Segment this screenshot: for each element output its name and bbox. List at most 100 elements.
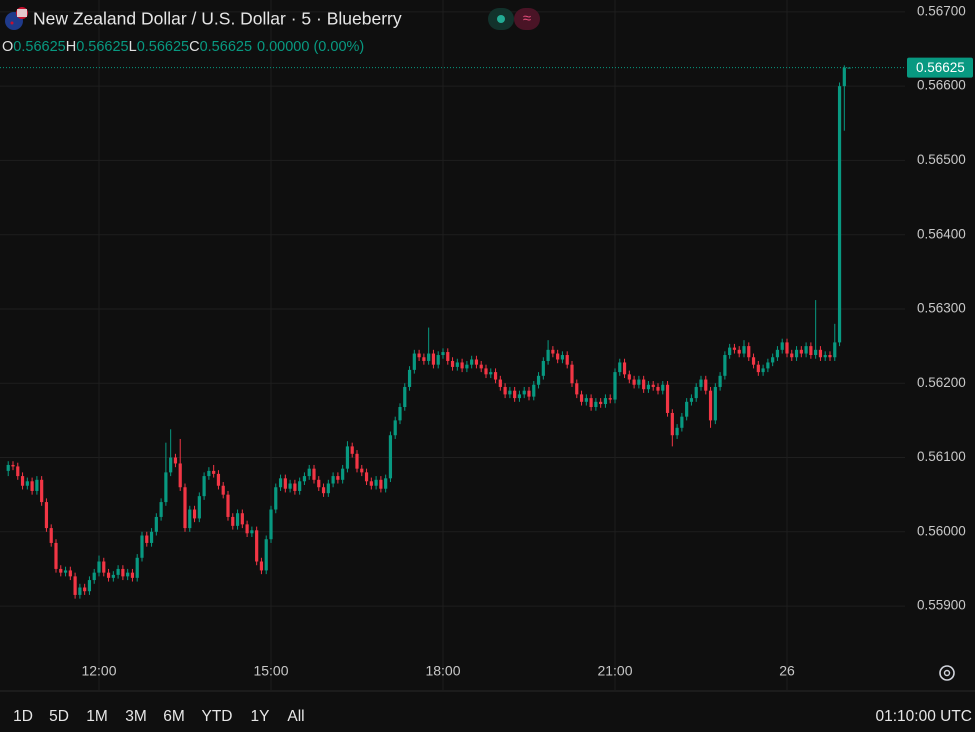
- candle-body: [345, 446, 350, 469]
- range-button[interactable]: 1Y: [251, 708, 270, 725]
- candle-body: [283, 478, 287, 489]
- range-toolbar: 1D 5D 1M 3M 6M YTD 1Y All: [13, 708, 305, 725]
- status-pills[interactable]: ≈: [488, 8, 540, 30]
- y-tick-label: 0.56700: [917, 3, 966, 18]
- candle-body: [517, 394, 522, 399]
- candle-body: [384, 478, 388, 489]
- candle-body: [584, 398, 588, 402]
- candle-body: [637, 379, 641, 385]
- candle-body: [59, 568, 63, 573]
- candle-body: [694, 386, 698, 399]
- candle-body: [331, 476, 335, 484]
- candle-body: [16, 466, 20, 477]
- ohlc-readout: O0.56625H0.56625L0.56625C0.56625 0.00000 …: [2, 39, 364, 55]
- candle-body: [622, 362, 627, 375]
- candle-body: [665, 384, 670, 413]
- candle-body: [192, 509, 197, 519]
- candle-body: [704, 379, 708, 391]
- candle-body: [73, 576, 77, 595]
- settings-icon[interactable]: [939, 665, 955, 681]
- candle-body: [493, 372, 498, 380]
- candle-body: [379, 479, 383, 489]
- candle-body: [326, 483, 330, 494]
- candle-body: [412, 353, 416, 370]
- candle-body: [393, 420, 397, 436]
- candle-body: [212, 470, 216, 474]
- candle-body: [766, 362, 770, 369]
- candle-body: [742, 346, 746, 354]
- candle-body: [527, 390, 531, 397]
- candle-body: [126, 572, 130, 577]
- quote-value: 0.56625: [200, 39, 252, 55]
- candle-body: [450, 360, 455, 367]
- candle-body: [718, 375, 722, 387]
- candle-body: [44, 502, 49, 529]
- candle-body: [656, 386, 660, 391]
- candle-body: [154, 516, 158, 532]
- candle-body: [474, 359, 479, 365]
- candle-body: [661, 384, 665, 391]
- candle-body: [632, 379, 636, 385]
- candle-body: [226, 494, 230, 517]
- candle-body: [594, 401, 598, 408]
- candle-body: [54, 542, 58, 569]
- candle-body: [255, 530, 259, 562]
- candle-body: [20, 476, 25, 486]
- candle-body: [235, 513, 240, 526]
- candle-body: [837, 86, 842, 343]
- candle-body: [732, 347, 737, 350]
- candle-body: [536, 375, 541, 385]
- candle-body: [63, 570, 68, 573]
- candle-body: [546, 349, 550, 361]
- candle-body: [403, 386, 407, 408]
- candle-body: [364, 472, 369, 482]
- candle-body: [164, 472, 168, 503]
- candle-body: [479, 364, 483, 369]
- candle-body: [130, 572, 135, 578]
- candle-body: [307, 468, 311, 477]
- candle-body: [427, 353, 431, 361]
- candle-body: [135, 557, 139, 578]
- quote-label: C: [189, 39, 199, 55]
- candle-body: [532, 384, 536, 397]
- y-tick-label: 0.56500: [917, 152, 966, 167]
- candle-body: [642, 379, 646, 390]
- candle-body: [269, 509, 273, 540]
- range-button[interactable]: 5D: [49, 708, 69, 725]
- candles: [6, 65, 851, 599]
- candle-body: [336, 476, 340, 480]
- candle-body: [646, 384, 651, 390]
- chart-title: New Zealand Dollar / U.S. Dollar · 5 · B…: [33, 9, 402, 29]
- candle-body: [321, 487, 326, 494]
- candle-body: [603, 398, 608, 405]
- candle-body: [780, 342, 784, 350]
- candle-body: [250, 530, 254, 534]
- candle-body: [350, 446, 354, 454]
- candle-body: [49, 528, 53, 543]
- quote-change: 0.00000 (0.00%): [257, 39, 364, 55]
- range-button[interactable]: YTD: [202, 708, 233, 725]
- candle-body: [183, 487, 187, 529]
- candle-body: [149, 531, 154, 543]
- range-button[interactable]: 1M: [86, 708, 108, 725]
- candle-body: [35, 479, 39, 491]
- candle-body: [713, 386, 717, 421]
- candle-body: [278, 478, 283, 488]
- range-button[interactable]: 3M: [125, 708, 147, 725]
- candle-body: [455, 362, 459, 367]
- candle-body: [818, 349, 823, 358]
- range-button[interactable]: 1D: [13, 708, 33, 725]
- candle-body: [489, 372, 493, 375]
- candle-body: [560, 355, 565, 360]
- range-button[interactable]: All: [287, 708, 304, 725]
- candle-body: [699, 379, 703, 387]
- candle-body: [388, 435, 393, 479]
- candle-body: [680, 416, 684, 428]
- range-button[interactable]: 6M: [163, 708, 185, 725]
- candle-body: [484, 368, 488, 375]
- candle-body: [833, 342, 837, 358]
- candle-body: [551, 349, 555, 354]
- candle-body: [121, 568, 125, 577]
- candle-body: [804, 346, 808, 354]
